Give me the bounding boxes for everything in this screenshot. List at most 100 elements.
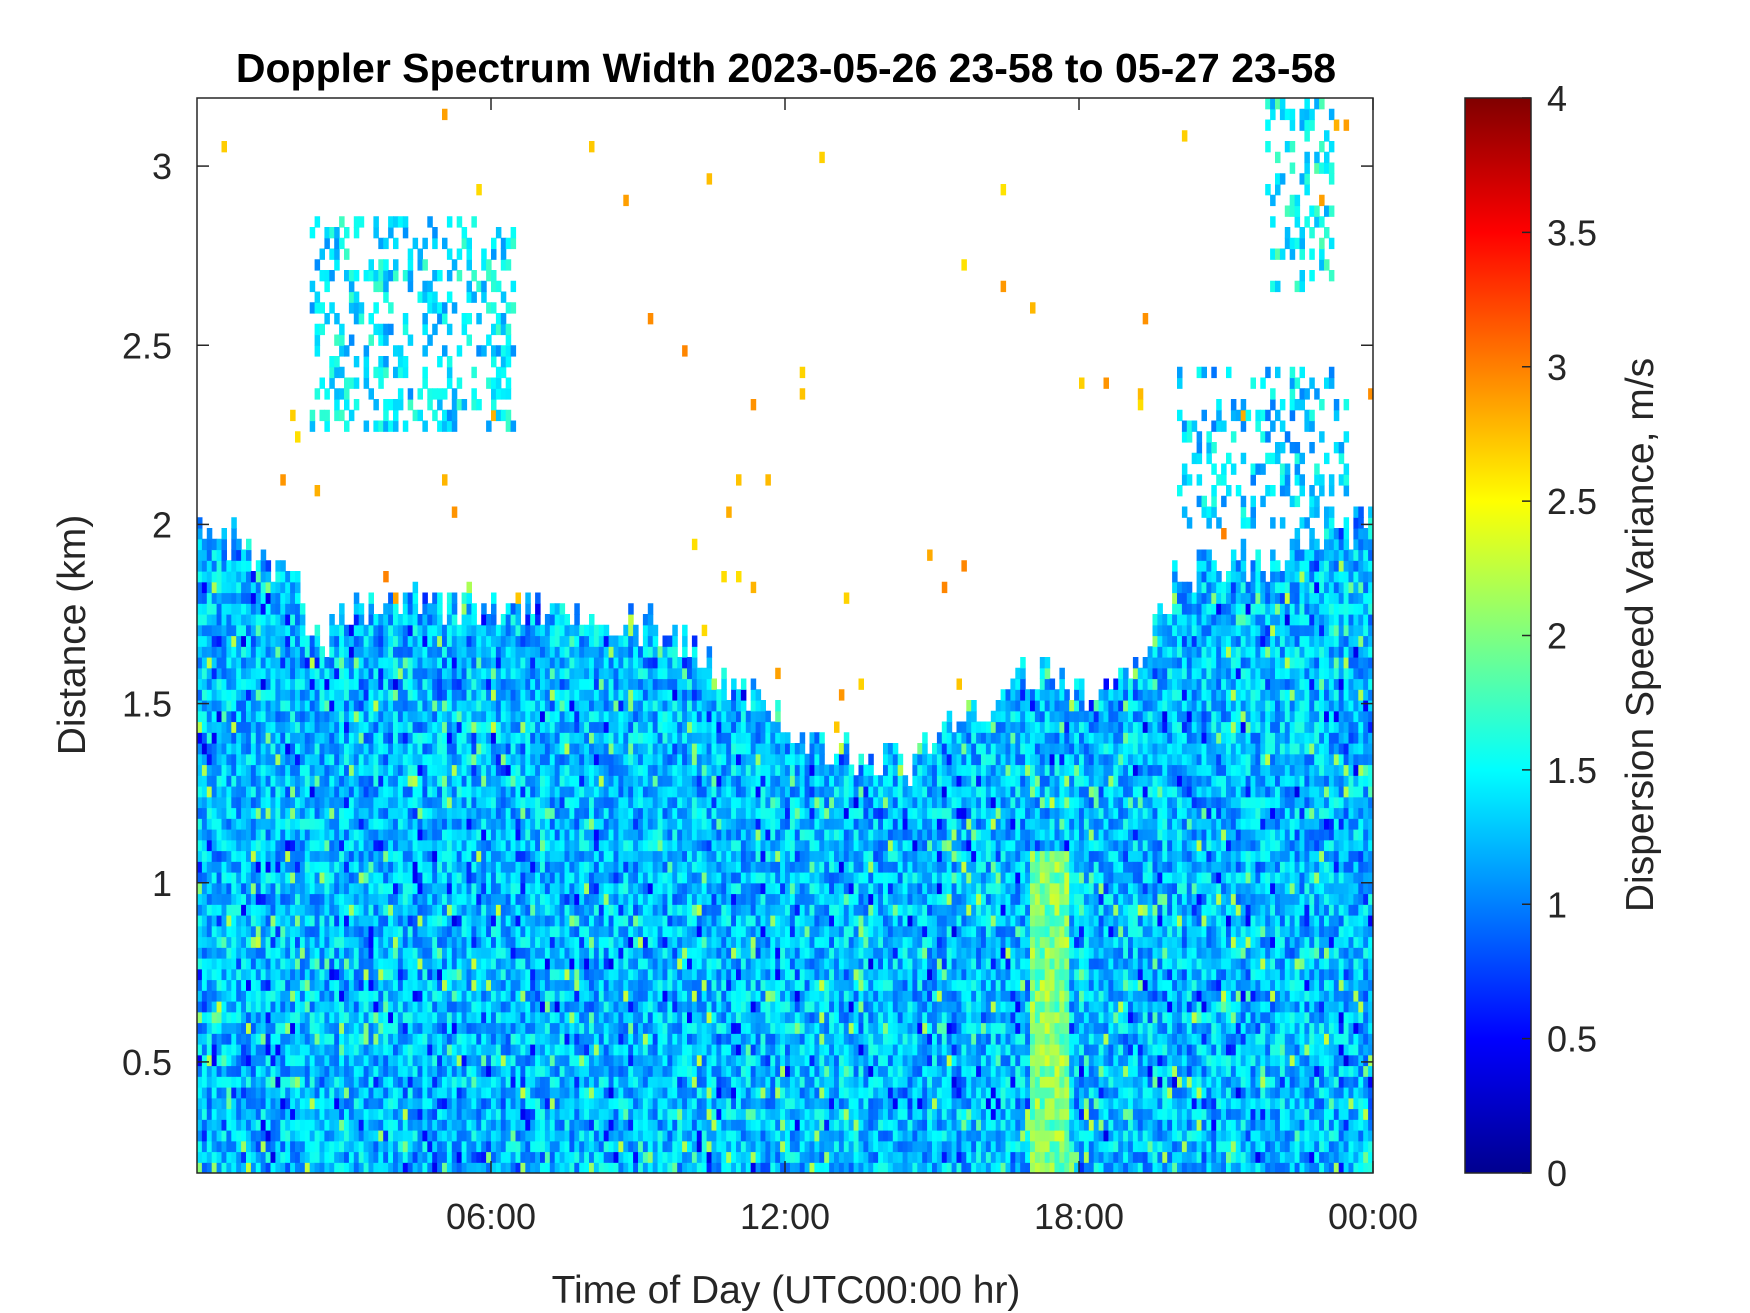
heatmap-cell bbox=[280, 872, 286, 884]
heatmap-cell bbox=[265, 1140, 272, 1153]
heatmap-cell bbox=[344, 915, 350, 927]
heatmap-cell bbox=[481, 1151, 487, 1163]
heatmap-cell bbox=[216, 753, 223, 766]
heatmap-cell bbox=[236, 1108, 242, 1120]
heatmap-cell bbox=[471, 657, 477, 669]
heatmap-cell bbox=[368, 1011, 374, 1024]
heatmap-cell bbox=[295, 743, 301, 755]
heatmap-cell bbox=[491, 807, 497, 819]
heatmap-cell bbox=[295, 1119, 301, 1131]
heatmap-cell bbox=[500, 764, 507, 776]
heatmap-cell bbox=[260, 936, 267, 948]
heatmap-cell bbox=[324, 657, 330, 669]
heatmap-cell bbox=[559, 1054, 566, 1067]
heatmap-cell bbox=[603, 1065, 610, 1077]
heatmap-cell bbox=[442, 409, 448, 422]
heatmap-cell bbox=[481, 786, 487, 798]
heatmap-cell bbox=[197, 915, 203, 927]
heatmap-cell bbox=[579, 743, 585, 755]
heatmap-cell bbox=[407, 796, 414, 809]
heatmap-cell bbox=[559, 743, 566, 755]
heatmap-cell bbox=[495, 839, 502, 852]
heatmap-cell bbox=[481, 753, 487, 766]
heatmap-cell bbox=[422, 915, 428, 927]
heatmap-cell bbox=[226, 893, 232, 905]
heatmap-cell bbox=[334, 990, 340, 1002]
heatmap-cell bbox=[530, 1151, 536, 1163]
heatmap-cell bbox=[491, 280, 497, 293]
heatmap-cell bbox=[515, 829, 521, 841]
heatmap-cell bbox=[378, 925, 384, 938]
heatmap-cell bbox=[388, 700, 394, 712]
heatmap-cell bbox=[432, 925, 438, 938]
heatmap-cell bbox=[378, 1033, 384, 1045]
heatmap-cell bbox=[402, 904, 409, 916]
heatmap-cell bbox=[241, 667, 247, 680]
heatmap-cell bbox=[491, 958, 497, 970]
heatmap-cell bbox=[368, 947, 374, 959]
heatmap-cell bbox=[417, 796, 423, 809]
heatmap-cell bbox=[309, 420, 316, 432]
heatmap-cell bbox=[304, 796, 311, 809]
heatmap-cell bbox=[363, 829, 370, 841]
heatmap-cell bbox=[559, 646, 566, 658]
heatmap-cell bbox=[437, 399, 443, 411]
heatmap-cell bbox=[574, 1022, 580, 1034]
heatmap-cell bbox=[397, 1119, 404, 1131]
heatmap-cell bbox=[211, 560, 218, 572]
heatmap-cell bbox=[412, 979, 419, 991]
heatmap-cell bbox=[265, 1130, 272, 1142]
heatmap-cell bbox=[314, 850, 321, 862]
heatmap-cell bbox=[324, 1001, 330, 1013]
heatmap-cell bbox=[216, 1087, 223, 1099]
heatmap-cell bbox=[486, 1162, 492, 1173]
heatmap-cell bbox=[255, 775, 262, 787]
heatmap-cell bbox=[285, 882, 291, 895]
heatmap-cell bbox=[344, 796, 350, 809]
heatmap-cell bbox=[241, 657, 247, 669]
heatmap-cell bbox=[231, 1065, 237, 1077]
heatmap-cell bbox=[250, 635, 257, 647]
heatmap-cell bbox=[309, 1065, 316, 1077]
heatmap-cell bbox=[221, 1140, 227, 1153]
heatmap-cell bbox=[500, 1065, 507, 1077]
heatmap-cell bbox=[510, 796, 517, 809]
heatmap-cell bbox=[378, 624, 384, 637]
heatmap-cell bbox=[520, 1108, 526, 1120]
heatmap-cell bbox=[603, 775, 610, 787]
heatmap-cell bbox=[584, 872, 590, 884]
heatmap-cell bbox=[344, 657, 350, 669]
heatmap-cell bbox=[584, 1044, 590, 1056]
heatmap-cell bbox=[383, 786, 389, 798]
heatmap-cell bbox=[383, 334, 389, 346]
heatmap-cell bbox=[211, 1087, 218, 1099]
heatmap-cell bbox=[260, 1151, 267, 1163]
heatmap-cell bbox=[471, 1033, 477, 1045]
heatmap-cell bbox=[451, 624, 458, 637]
heatmap-cell bbox=[270, 689, 276, 701]
heatmap-cell bbox=[378, 1054, 384, 1067]
heatmap-cell bbox=[446, 1001, 453, 1013]
heatmap-cell bbox=[378, 915, 384, 927]
heatmap-cell bbox=[495, 968, 502, 981]
heatmap-cell bbox=[564, 904, 570, 916]
heatmap-cell bbox=[554, 1001, 561, 1013]
heatmap-cell bbox=[412, 592, 419, 604]
heatmap-cell bbox=[314, 1054, 321, 1067]
heatmap-cell bbox=[334, 915, 340, 927]
heatmap-cell bbox=[295, 915, 301, 927]
heatmap-cell bbox=[505, 1097, 512, 1110]
heatmap-cell bbox=[446, 1076, 453, 1088]
heatmap-cell bbox=[593, 1097, 600, 1110]
heatmap-cell bbox=[427, 839, 433, 852]
heatmap-cell bbox=[275, 732, 281, 744]
heatmap-cell bbox=[353, 1130, 360, 1142]
heatmap-cell bbox=[236, 678, 242, 690]
heatmap-cell bbox=[623, 1065, 629, 1077]
heatmap-cell bbox=[216, 1065, 223, 1077]
heatmap-cell bbox=[618, 1108, 624, 1120]
heatmap-cell bbox=[618, 1011, 624, 1024]
heatmap-cell bbox=[285, 1076, 291, 1088]
heatmap-cell bbox=[579, 1108, 585, 1120]
heatmap-cell bbox=[314, 958, 321, 970]
